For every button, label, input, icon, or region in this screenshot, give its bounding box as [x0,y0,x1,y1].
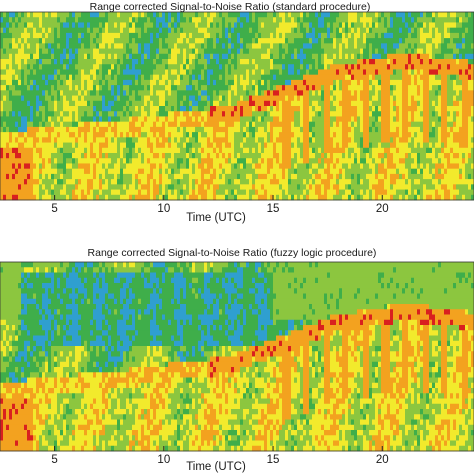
x-tick-label: 20 [376,203,389,215]
chart-panel-standard: Range corrected Signal-to-Noise Ratio (s… [0,1,474,224]
x-axis-label: Time (UTC) [186,212,246,224]
plot-frame [0,11,474,201]
heatmap-plot [0,262,474,452]
chart-title: Range corrected Signal-to-Noise Ratio (f… [88,247,377,259]
plot-frame [0,261,474,452]
chart-title: Range corrected Signal-to-Noise Ratio (s… [90,1,371,13]
x-tick-label: 5 [51,454,57,466]
x-tick-label: 10 [157,203,170,215]
x-axis-label: Time (UTC) [186,461,246,473]
x-tick-label: 15 [267,203,280,215]
x-tick-label: 15 [267,454,280,466]
chart-panel-fuzzy: Range corrected Signal-to-Noise Ratio (f… [0,247,474,473]
x-axis: 5 10 15 20 [51,195,389,215]
x-tick-label: 20 [376,454,389,466]
x-tick-label: 10 [157,454,170,466]
heatmap-plot [0,12,474,201]
x-tick-label: 5 [51,203,57,215]
x-axis: 5 10 15 20 [51,446,389,466]
